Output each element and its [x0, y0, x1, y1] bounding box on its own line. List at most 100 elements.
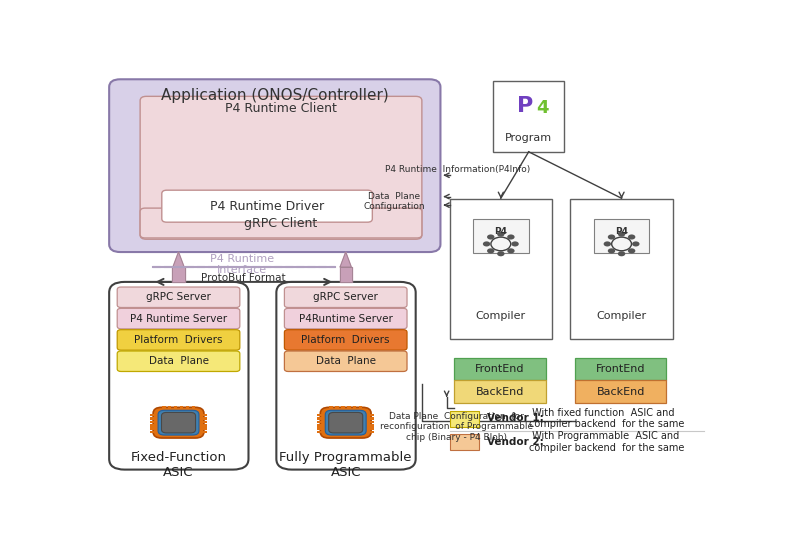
Text: P4 Runtime Server: P4 Runtime Server	[130, 314, 227, 324]
Bar	[150, 431, 157, 433]
Bar	[368, 427, 374, 430]
Circle shape	[483, 242, 491, 247]
Bar	[353, 433, 356, 437]
Bar	[150, 427, 157, 430]
Bar	[161, 433, 165, 437]
Bar	[368, 424, 374, 427]
Text: P4Runtime Server: P4Runtime Server	[299, 314, 392, 324]
Bar	[359, 433, 363, 437]
Text: P4 Runtime  Information(P4Info): P4 Runtime Information(P4Info)	[385, 165, 530, 174]
FancyBboxPatch shape	[117, 287, 240, 307]
Bar	[150, 424, 157, 427]
Bar	[368, 420, 374, 423]
Bar	[173, 433, 177, 437]
FancyBboxPatch shape	[320, 407, 371, 438]
Bar	[180, 406, 183, 411]
Text: Data  Plane: Data Plane	[368, 192, 420, 201]
Text: Data  Plane: Data Plane	[149, 356, 209, 366]
Text: Fixed-Function
ASIC: Fixed-Function ASIC	[130, 452, 227, 479]
Bar	[493, 81, 564, 152]
Bar	[317, 424, 324, 427]
Circle shape	[511, 242, 519, 247]
FancyBboxPatch shape	[109, 282, 248, 470]
FancyBboxPatch shape	[328, 412, 363, 433]
Bar	[341, 406, 344, 411]
FancyBboxPatch shape	[161, 412, 196, 433]
Text: Vendor 2:: Vendor 2:	[487, 437, 543, 447]
Bar	[317, 427, 324, 430]
Text: BackEnd: BackEnd	[597, 387, 645, 397]
Bar	[201, 414, 207, 416]
FancyBboxPatch shape	[140, 96, 422, 239]
Bar	[335, 406, 339, 411]
Text: gRPC Client: gRPC Client	[244, 217, 318, 229]
Circle shape	[618, 232, 626, 237]
Bar	[329, 433, 332, 437]
Bar	[347, 406, 351, 411]
Bar	[168, 406, 172, 411]
Text: Interface: Interface	[217, 264, 268, 275]
FancyBboxPatch shape	[117, 330, 240, 350]
Bar	[353, 406, 356, 411]
Circle shape	[632, 242, 639, 247]
Bar	[368, 417, 374, 420]
Bar	[473, 219, 529, 253]
FancyBboxPatch shape	[325, 411, 366, 435]
Bar	[574, 381, 666, 403]
Text: P4 Runtime: P4 Runtime	[210, 254, 274, 264]
Text: Application (ONOS/Controller): Application (ONOS/Controller)	[161, 88, 388, 103]
Text: Data Plane  Configuration  for
reconfiguration  of Programmable
chip (Binary - P: Data Plane Configuration for reconfigura…	[380, 412, 533, 442]
Bar	[150, 420, 157, 423]
Text: Compiler: Compiler	[597, 311, 646, 321]
FancyBboxPatch shape	[117, 351, 240, 372]
Bar	[192, 433, 195, 437]
FancyBboxPatch shape	[284, 330, 407, 350]
Bar	[201, 420, 207, 423]
Text: Vendor 1:: Vendor 1:	[487, 413, 543, 423]
Bar	[185, 406, 189, 411]
Bar	[594, 219, 650, 253]
Bar	[317, 414, 324, 416]
FancyBboxPatch shape	[284, 351, 407, 372]
Polygon shape	[340, 267, 352, 282]
Polygon shape	[173, 267, 185, 282]
Text: P4 Runtime Driver: P4 Runtime Driver	[210, 199, 324, 213]
Text: Configuration: Configuration	[364, 202, 425, 211]
Bar	[335, 433, 339, 437]
Circle shape	[497, 251, 504, 257]
Text: P: P	[518, 96, 534, 116]
Text: Compiler: Compiler	[475, 311, 526, 321]
Bar	[201, 431, 207, 433]
Text: P4 Runtime Client: P4 Runtime Client	[225, 102, 337, 115]
Text: gRPC Server: gRPC Server	[146, 293, 211, 302]
FancyBboxPatch shape	[284, 287, 407, 307]
Polygon shape	[340, 252, 352, 267]
FancyBboxPatch shape	[153, 407, 204, 438]
Circle shape	[603, 242, 611, 247]
Circle shape	[497, 232, 504, 237]
Bar	[450, 199, 552, 340]
Bar	[185, 433, 189, 437]
Text: Platform  Drivers: Platform Drivers	[134, 335, 223, 345]
Text: P4: P4	[495, 227, 507, 235]
Bar	[150, 414, 157, 416]
Circle shape	[507, 248, 515, 253]
Bar	[359, 406, 363, 411]
FancyBboxPatch shape	[158, 411, 199, 435]
Bar	[201, 417, 207, 420]
Text: P4: P4	[615, 227, 628, 235]
Circle shape	[608, 234, 615, 239]
Bar	[317, 431, 324, 433]
Bar	[201, 424, 207, 427]
Bar	[450, 411, 479, 427]
Bar	[201, 427, 207, 430]
Circle shape	[628, 248, 635, 253]
Bar	[180, 433, 183, 437]
Bar	[574, 358, 666, 380]
Text: Fully Programmable
ASIC: Fully Programmable ASIC	[280, 452, 412, 479]
Text: ProtoBuf Format: ProtoBuf Format	[201, 273, 286, 283]
Bar	[168, 433, 172, 437]
FancyBboxPatch shape	[161, 190, 372, 222]
Text: gRPC Server: gRPC Server	[313, 293, 378, 302]
Circle shape	[618, 251, 626, 257]
